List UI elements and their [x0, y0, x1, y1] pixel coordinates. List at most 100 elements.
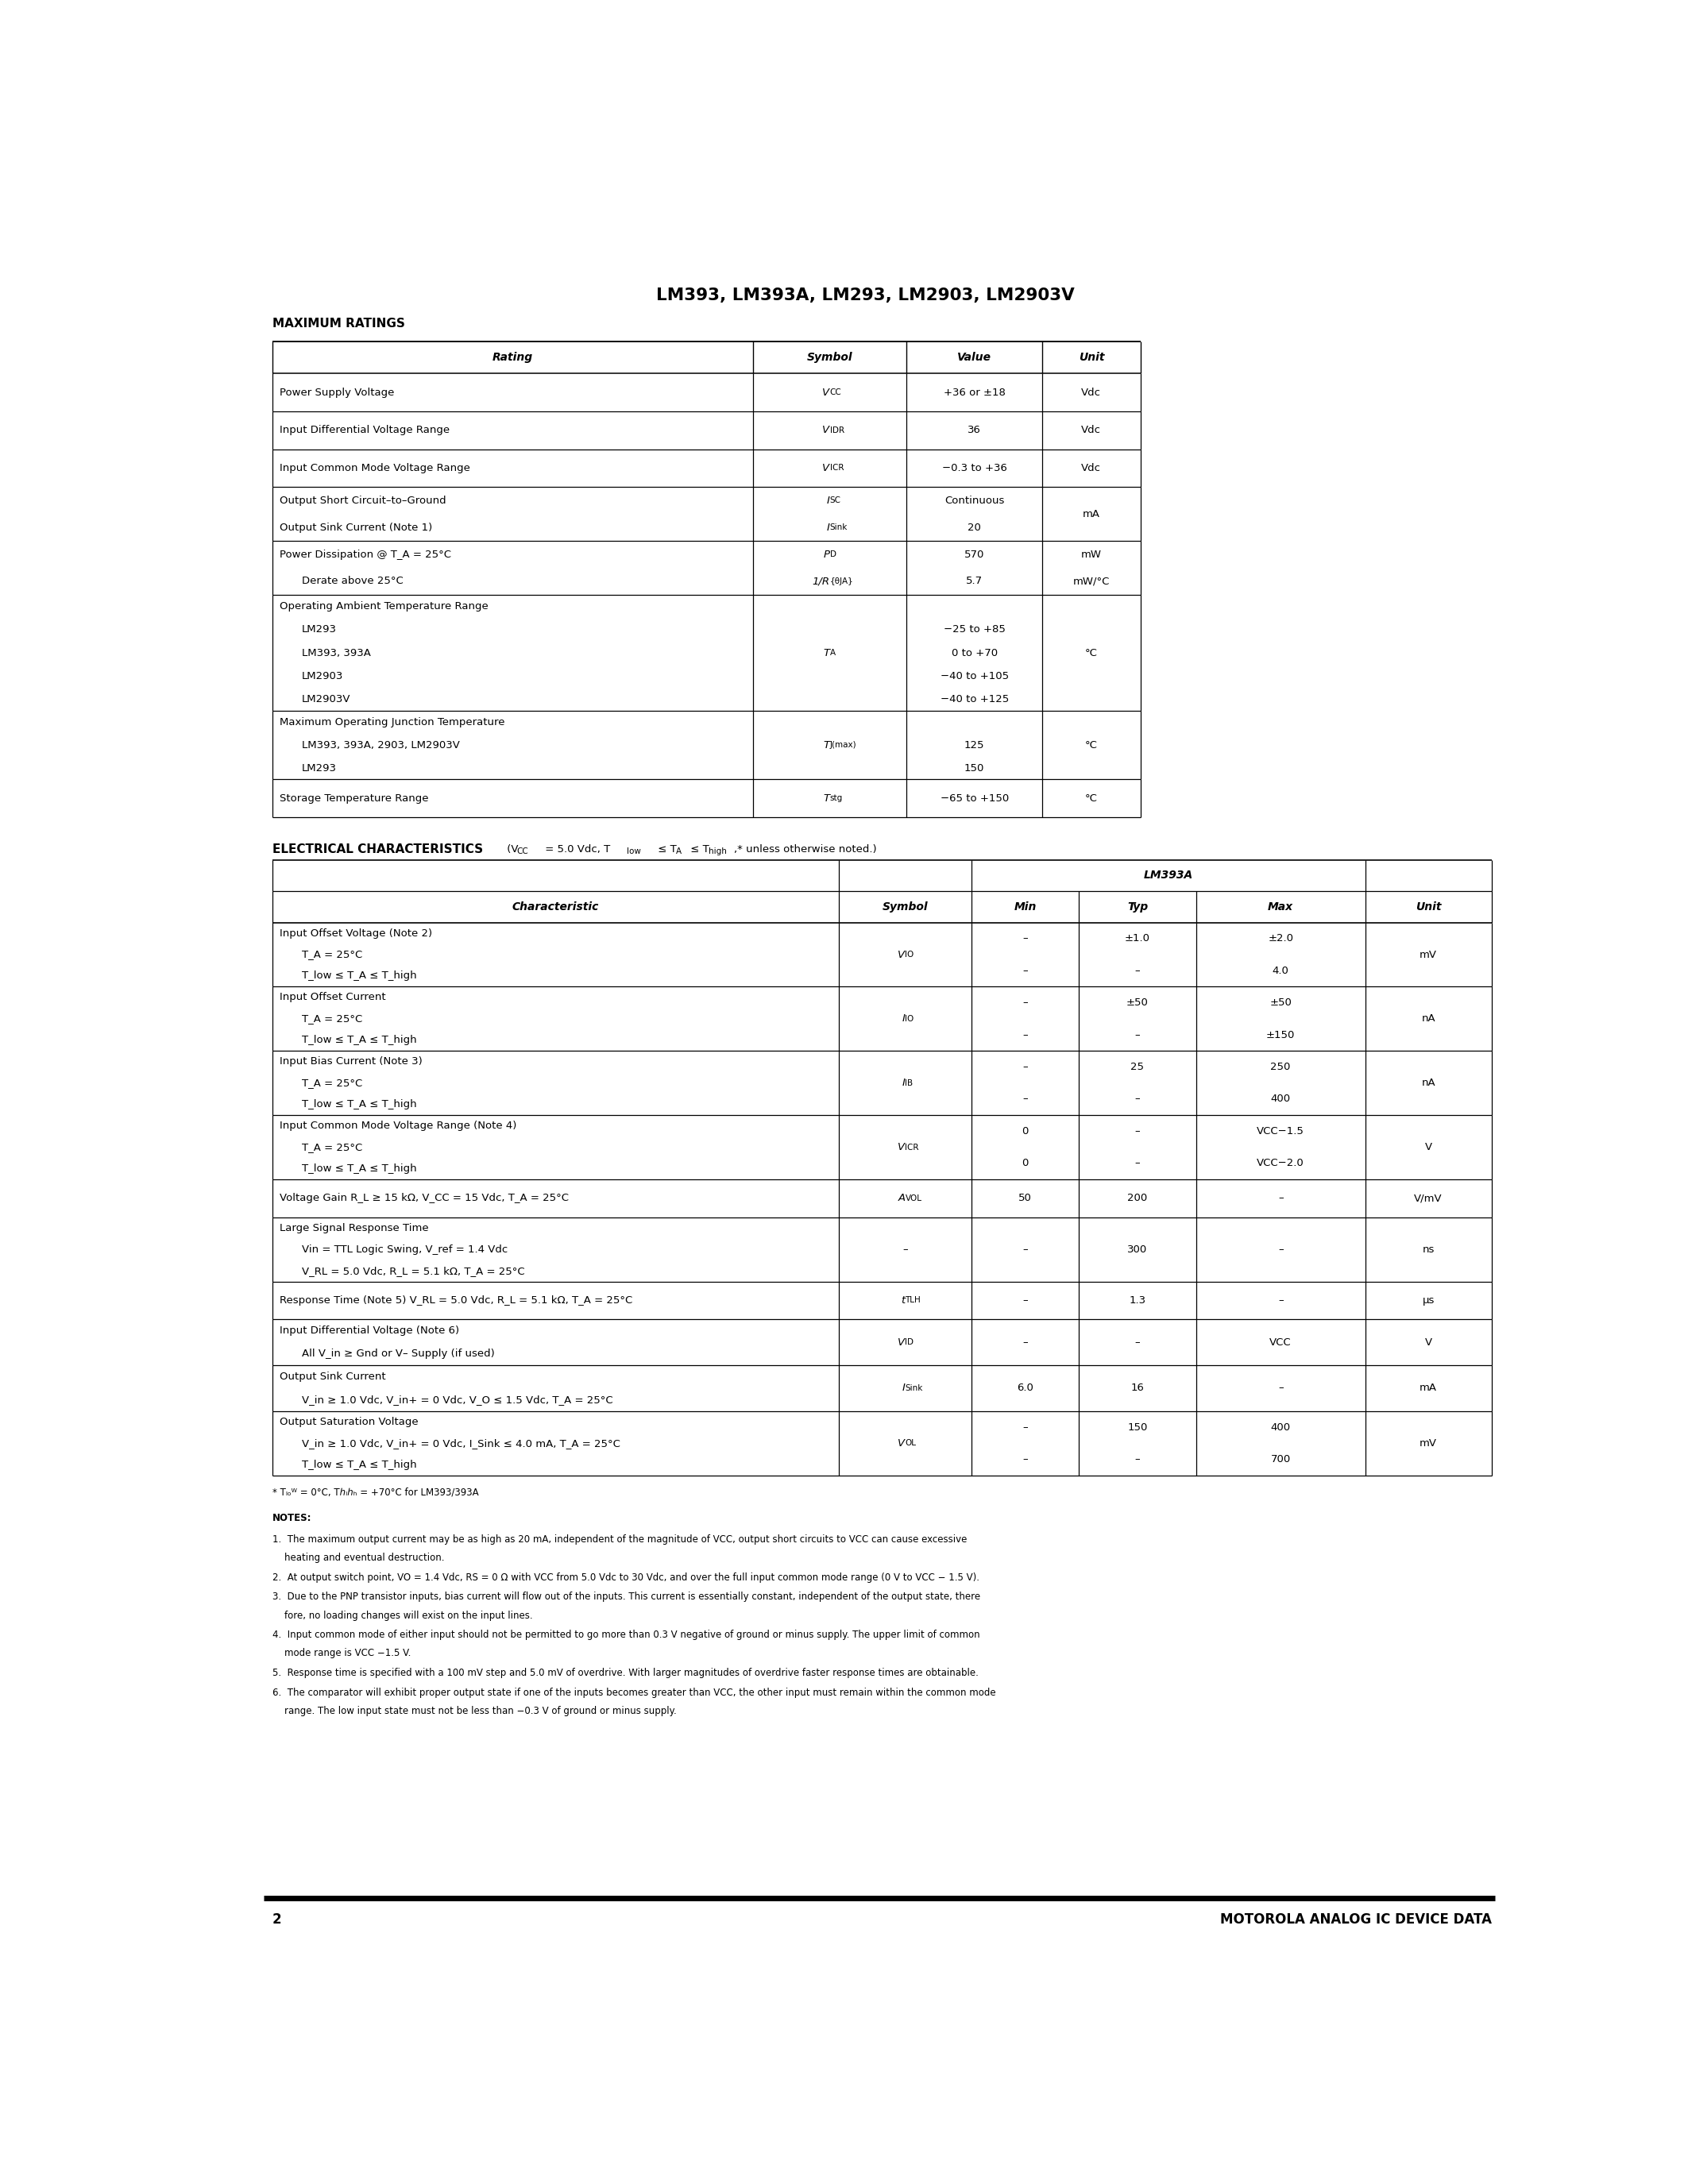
Text: V: V	[822, 463, 830, 474]
Text: Output Saturation Voltage: Output Saturation Voltage	[280, 1417, 419, 1426]
Text: Input Offset Voltage (Note 2): Input Offset Voltage (Note 2)	[280, 928, 432, 939]
Text: 150: 150	[1128, 1422, 1148, 1433]
Text: –: –	[1278, 1245, 1283, 1254]
Text: Input Common Mode Voltage Range: Input Common Mode Voltage Range	[280, 463, 471, 474]
Text: –: –	[1023, 1094, 1028, 1105]
Text: V: V	[898, 1437, 905, 1448]
Text: V: V	[898, 1142, 905, 1153]
Text: LM2903: LM2903	[302, 670, 343, 681]
Text: Response Time (Note 5) V_RL = 5.0 Vdc, R_L = 5.1 kΩ, T_A = 25°C: Response Time (Note 5) V_RL = 5.0 Vdc, R…	[280, 1295, 633, 1306]
Text: Output Sink Current (Note 1): Output Sink Current (Note 1)	[280, 522, 432, 533]
Text: –: –	[1023, 1422, 1028, 1433]
Text: 25: 25	[1131, 1061, 1144, 1072]
Text: –: –	[1023, 1245, 1028, 1254]
Text: nA: nA	[1421, 1079, 1435, 1088]
Text: IO: IO	[905, 1016, 915, 1022]
Text: mW: mW	[1080, 548, 1102, 559]
Text: 50: 50	[1018, 1192, 1031, 1203]
Text: 16: 16	[1131, 1382, 1144, 1393]
Text: high: high	[709, 847, 726, 856]
Text: Input Differential Voltage Range: Input Differential Voltage Range	[280, 426, 451, 435]
Text: °C: °C	[1085, 793, 1097, 804]
Text: T_A = 25°C: T_A = 25°C	[302, 1142, 361, 1153]
Text: T_low ≤ T_A ≤ T_high: T_low ≤ T_A ≤ T_high	[302, 1099, 417, 1109]
Text: D: D	[830, 550, 836, 559]
Text: T_A = 25°C: T_A = 25°C	[302, 1013, 361, 1024]
Text: −65 to +150: −65 to +150	[940, 793, 1009, 804]
Text: LM293: LM293	[302, 762, 336, 773]
Text: mW/°C: mW/°C	[1074, 577, 1109, 587]
Text: 0: 0	[1021, 1158, 1028, 1168]
Text: low: low	[626, 847, 641, 856]
Text: LM293: LM293	[302, 625, 336, 636]
Text: V: V	[822, 387, 830, 397]
Text: Input Offset Current: Input Offset Current	[280, 992, 387, 1002]
Text: LM393, 393A, 2903, LM2903V: LM393, 393A, 2903, LM2903V	[302, 740, 459, 751]
Text: I: I	[827, 496, 830, 507]
Text: –: –	[1134, 965, 1139, 976]
Text: I: I	[901, 1013, 905, 1024]
Text: 400: 400	[1271, 1094, 1291, 1105]
Text: –: –	[1134, 1158, 1139, 1168]
Text: 1.  The maximum output current may be as high as 20 mA, independent of the magni: 1. The maximum output current may be as …	[272, 1535, 967, 1544]
Text: VCC: VCC	[1269, 1337, 1291, 1348]
Text: T_low ≤ T_A ≤ T_high: T_low ≤ T_A ≤ T_high	[302, 972, 417, 981]
Text: Sink: Sink	[905, 1385, 923, 1391]
Text: VCC−1.5: VCC−1.5	[1258, 1127, 1305, 1136]
Text: VOL: VOL	[905, 1195, 922, 1201]
Text: –: –	[1278, 1192, 1283, 1203]
Text: –: –	[1023, 998, 1028, 1009]
Text: LM393, LM393A, LM293, LM2903, LM2903V: LM393, LM393A, LM293, LM2903, LM2903V	[657, 288, 1074, 304]
Text: ±50: ±50	[1269, 998, 1291, 1009]
Text: fore, no loading changes will exist on the input lines.: fore, no loading changes will exist on t…	[272, 1610, 533, 1621]
Text: Input Common Mode Voltage Range (Note 4): Input Common Mode Voltage Range (Note 4)	[280, 1120, 517, 1131]
Text: Vdc: Vdc	[1082, 463, 1101, 474]
Text: –: –	[1023, 965, 1028, 976]
Text: stg: stg	[830, 795, 842, 802]
Text: V: V	[898, 1337, 905, 1348]
Text: Vin = TTL Logic Swing, V_ref = 1.4 Vdc: Vin = TTL Logic Swing, V_ref = 1.4 Vdc	[302, 1245, 508, 1254]
Text: mode range is VCC −1.5 V.: mode range is VCC −1.5 V.	[272, 1649, 412, 1658]
Text: Max: Max	[1268, 902, 1293, 913]
Text: 6.  The comparator will exhibit proper output state if one of the inputs becomes: 6. The comparator will exhibit proper ou…	[272, 1688, 996, 1697]
Text: Unit: Unit	[1079, 352, 1104, 363]
Text: –: –	[1278, 1295, 1283, 1306]
Text: Output Short Circuit–to–Ground: Output Short Circuit–to–Ground	[280, 496, 446, 507]
Text: +36 or ±18: +36 or ±18	[944, 387, 1006, 397]
Text: I: I	[901, 1079, 905, 1088]
Text: ≤ T: ≤ T	[687, 843, 709, 854]
Text: 250: 250	[1271, 1061, 1291, 1072]
Text: Symbol: Symbol	[807, 352, 852, 363]
Text: LM393A: LM393A	[1143, 869, 1193, 880]
Text: V: V	[822, 426, 830, 435]
Text: T: T	[824, 740, 830, 751]
Text: 125: 125	[964, 740, 984, 751]
Text: 5.  Response time is specified with a 100 mV step and 5.0 mV of overdrive. With : 5. Response time is specified with a 100…	[272, 1669, 979, 1677]
Text: V_in ≥ 1.0 Vdc, V_in+ = 0 Vdc, I_Sink ≤ 4.0 mA, T_A = 25°C: V_in ≥ 1.0 Vdc, V_in+ = 0 Vdc, I_Sink ≤ …	[302, 1437, 619, 1448]
Text: CC: CC	[830, 389, 841, 395]
Text: ,* unless otherwise noted.): ,* unless otherwise noted.)	[734, 843, 876, 854]
Text: ICR: ICR	[830, 465, 844, 472]
Text: V: V	[1425, 1337, 1431, 1348]
Text: (V: (V	[503, 843, 518, 854]
Text: SC: SC	[830, 496, 841, 505]
Text: –: –	[1023, 1337, 1028, 1348]
Text: –: –	[1023, 1061, 1028, 1072]
Text: T: T	[824, 793, 830, 804]
Text: ns: ns	[1423, 1245, 1435, 1254]
Text: TLH: TLH	[905, 1297, 922, 1304]
Text: Vdc: Vdc	[1082, 426, 1101, 435]
Text: −40 to +125: −40 to +125	[940, 695, 1009, 705]
Text: VCC−2.0: VCC−2.0	[1258, 1158, 1305, 1168]
Text: t: t	[901, 1295, 905, 1306]
Text: 570: 570	[964, 548, 984, 559]
Text: IB: IB	[905, 1079, 913, 1088]
Text: All V_in ≥ Gnd or V– Supply (if used): All V_in ≥ Gnd or V– Supply (if used)	[302, 1350, 495, 1358]
Text: NOTES:: NOTES:	[272, 1514, 312, 1522]
Text: ±150: ±150	[1266, 1029, 1295, 1040]
Text: 4.  Input common mode of either input should not be permitted to go more than 0.: 4. Input common mode of either input sho…	[272, 1629, 981, 1640]
Text: CC: CC	[517, 847, 528, 856]
Text: –: –	[1134, 1127, 1139, 1136]
Text: IDR: IDR	[830, 426, 844, 435]
Text: 6.0: 6.0	[1016, 1382, 1033, 1393]
